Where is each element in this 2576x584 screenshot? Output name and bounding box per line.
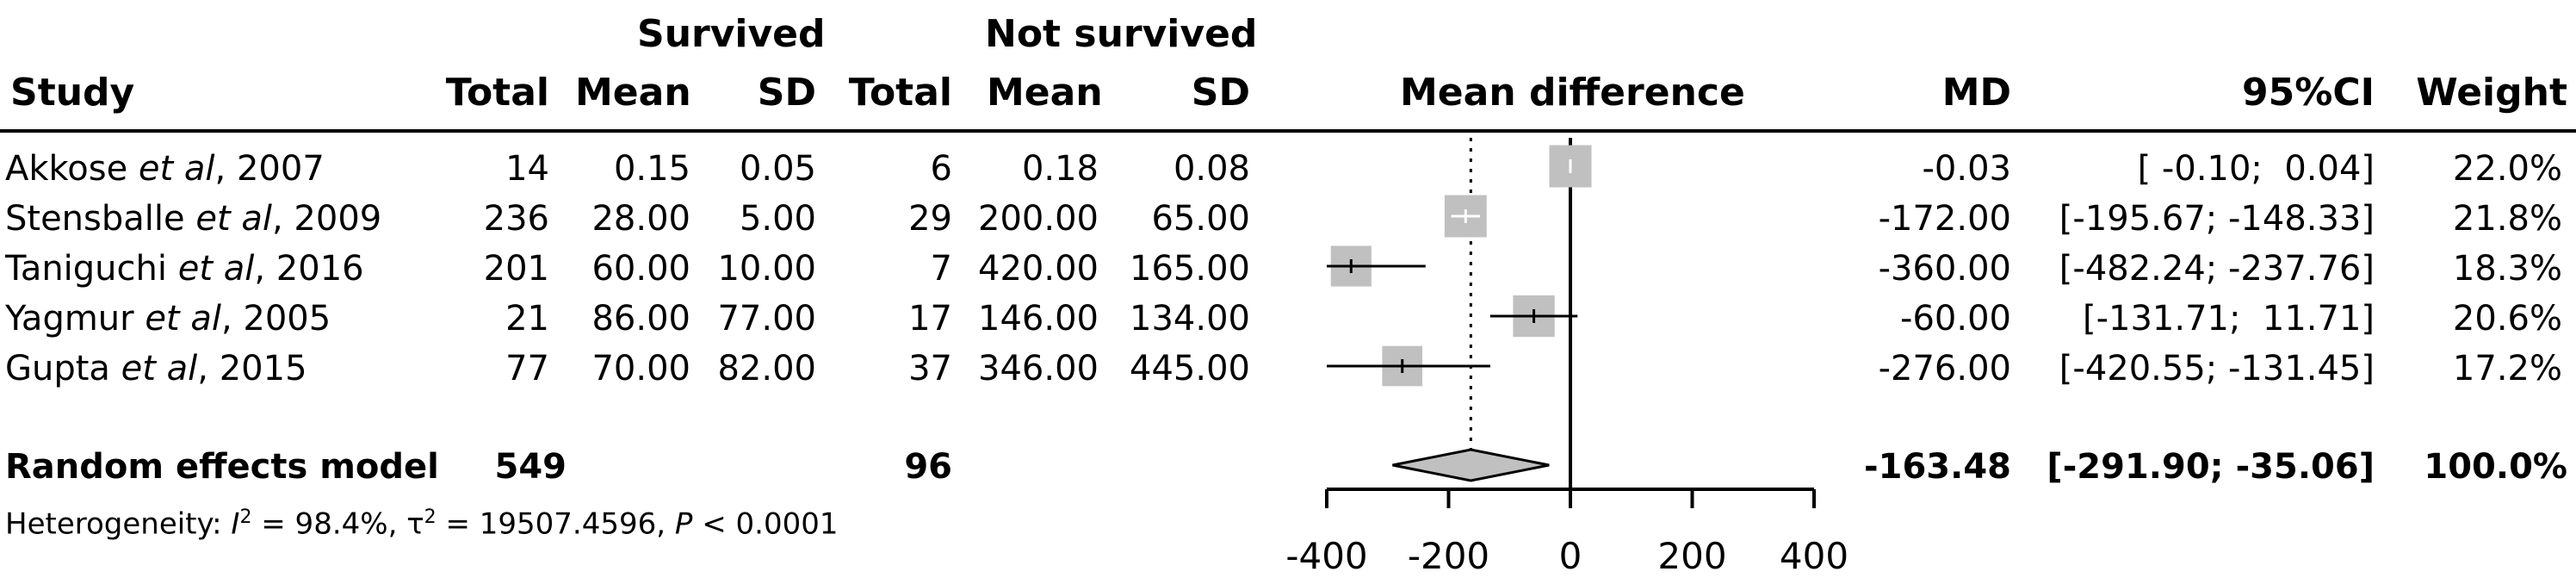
total-not-survived-cell: 17 [908,299,952,339]
mean-not-survived-cell: 146.00 [978,299,1099,339]
sd-not-survived-cell: 65.00 [1151,199,1250,239]
mean-survived-cell: 86.00 [591,299,690,339]
mean-not-survived-cell: 0.18 [1021,149,1099,189]
mean-not-survived-cell: 346.00 [978,349,1099,388]
study-header: Study [10,71,135,115]
sd-not-survived-cell: 445.00 [1130,349,1250,388]
total-survived-cell: 201 [483,249,549,289]
x-tick-label: 0 [1559,535,1582,577]
mean-survived-header: Mean [575,71,691,115]
total-not-survived-cell: 37 [908,349,952,388]
sd-survived-cell: 0.05 [739,149,816,189]
summary-weight: 100.0% [2424,447,2567,487]
total-not-survived-cell: 29 [908,199,952,239]
x-tick-label: -400 [1285,535,1367,577]
mean-survived-cell: 70.00 [591,349,690,388]
sd-not-survived-cell: 134.00 [1130,299,1250,339]
weight-cell: 17.2% [2452,349,2562,388]
heterogeneity-text: Heterogeneity: I2 = 98.4%, τ2 = 19507.45… [5,506,839,542]
md-cell: -60.00 [1900,299,2011,339]
ci-header: 95%CI [2242,71,2375,115]
total-survived-cell: 21 [505,299,549,339]
summary-total-survived: 549 [494,447,567,487]
md-cell: -0.03 [1922,149,2012,189]
study-name-cell: Stensballe et al, 2009 [5,199,382,239]
total-survived-cell: 77 [505,349,549,388]
sd-survived-cell: 82.00 [717,349,816,388]
ci-cell: [ -0.10; 0.04] [2137,149,2375,189]
mean-not-survived-cell: 200.00 [978,199,1099,239]
mean-not-survived-cell: 420.00 [978,249,1099,289]
sd-not-survived-cell: 0.08 [1173,149,1250,189]
x-tick-label: 200 [1657,535,1726,577]
weight-cell: 21.8% [2452,199,2562,239]
summary-label: Random effects model [5,447,439,487]
survived-header: Survived [637,12,826,56]
total-survived-cell: 14 [505,149,549,189]
study-name-cell: Taniguchi et al, 2016 [5,249,364,289]
weight-header: Weight [2416,71,2567,115]
ci-cell: [-420.55; -131.45] [2059,349,2375,388]
md-cell: -360.00 [1878,249,2011,289]
x-tick-label: 400 [1780,535,1848,577]
study-name-cell: Akkose et al, 2007 [5,149,325,189]
sd-survived-cell: 5.00 [739,199,816,239]
ci-cell: [-195.67; -148.33] [2059,199,2375,239]
summary-total-not-survived: 96 [904,447,952,487]
total-not-survived-cell: 7 [930,249,952,289]
study-name-cell: Gupta et al, 2015 [5,349,307,388]
md-header: MD [1941,71,2011,115]
sd-survived-cell: 77.00 [717,299,816,339]
ci-cell: [-131.71; 11.71] [2082,299,2375,339]
mean-survived-cell: 0.15 [613,149,690,189]
x-tick-label: -200 [1408,535,1489,577]
study-name-cell: Yagmur et al, 2005 [5,299,331,339]
mean-not-survived-header: Mean [987,71,1103,115]
total-not-survived-header: Total [848,71,952,115]
weight-cell: 20.6% [2452,299,2562,339]
sd-survived-cell: 10.00 [717,249,816,289]
sd-survived-header: SD [757,71,816,115]
total-survived-header: Total [445,71,549,115]
md-cell: -276.00 [1878,349,2011,388]
mean-survived-cell: 28.00 [591,199,690,239]
total-not-survived-cell: 6 [930,149,952,189]
total-survived-cell: 236 [483,199,549,239]
mean-survived-cell: 60.00 [591,249,690,289]
summary-ci: [-291.90; -35.06] [2047,447,2375,487]
summary-md: -163.48 [1864,447,2011,487]
weight-cell: 18.3% [2452,249,2562,289]
ci-cell: [-482.24; -237.76] [2059,249,2375,289]
sd-not-survived-cell: 165.00 [1130,249,1250,289]
weight-cell: 22.0% [2452,149,2562,189]
sd-not-survived-header: SD [1191,71,1250,115]
summary-diamond [1392,448,1550,482]
mean-difference-header: Mean difference [1400,71,1745,115]
not-survived-header: Not survived [985,12,1258,56]
md-cell: -172.00 [1878,199,2011,239]
header-rule [0,129,2576,133]
